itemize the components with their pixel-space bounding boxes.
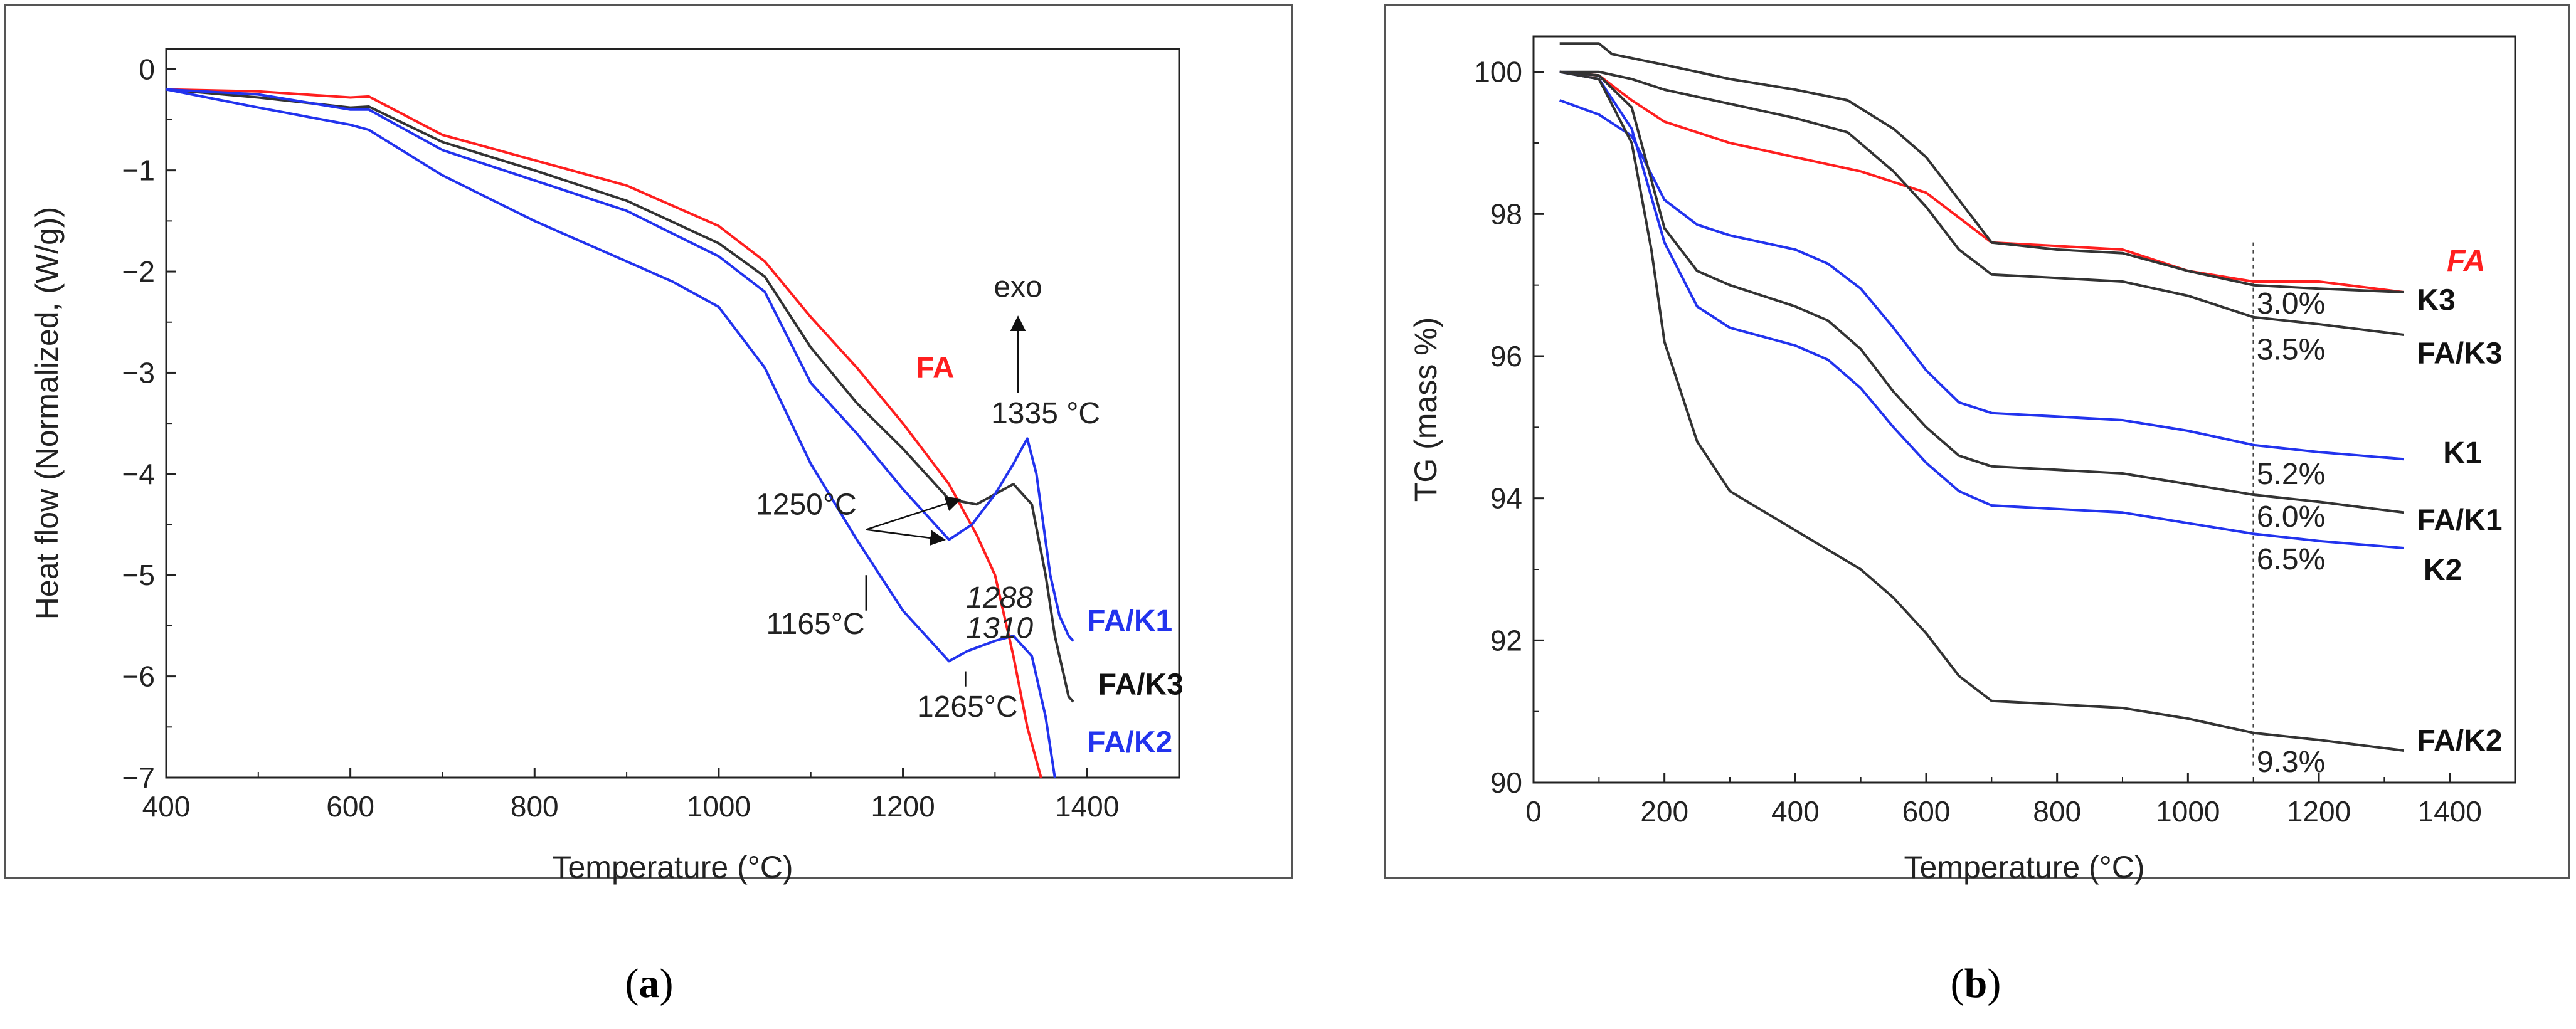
caption-letter: b (1964, 961, 1988, 1006)
series-label-k2-b: K2 (2424, 554, 2462, 587)
x-tick-label-a: 1200 (871, 790, 935, 823)
caption-paren-close: ) (660, 961, 674, 1006)
x-tick-label-b: 1000 (2156, 795, 2220, 828)
y-tick-label-b: 90 (1490, 766, 1522, 799)
series-label-fa-a: FA (916, 352, 954, 385)
y-tick-label-a: −4 (122, 458, 155, 490)
y-tick-label-a: −1 (122, 154, 155, 187)
x-axis-label-a: Temperature (°C) (553, 850, 793, 885)
y-tick-label-b: 94 (1490, 482, 1522, 515)
annotation-a: 1265°C (917, 690, 1018, 724)
series-label-fa-k3-b: FA/K3 (2417, 337, 2503, 370)
caption-paren-close: ) (1987, 961, 2001, 1006)
series-line-fa-b (1559, 70, 2404, 293)
annotation-arrow-a (866, 496, 962, 530)
x-tick-label-a: 400 (142, 790, 191, 823)
annotation-b: 6.5% (2257, 543, 2325, 576)
panel-caption-a: (a) (625, 961, 674, 1006)
x-axis-label-b: Temperature (°C) (1904, 850, 2145, 885)
y-tick-label-b: 96 (1490, 340, 1522, 372)
series-label-fa-k2-b: FA/K2 (2417, 724, 2503, 757)
y-tick-label-a: −7 (122, 761, 155, 794)
y-tick-label-b: 98 (1490, 198, 1522, 230)
y-tick-label-b: 100 (1474, 56, 1522, 88)
y-tick-label-a: −2 (122, 255, 155, 288)
annotation-b: 5.2% (2257, 458, 2325, 491)
annotation-a: 1288 (966, 581, 1033, 615)
series-line-fa-k2-b (1559, 70, 2404, 752)
series-label-fa-b: FA (2447, 245, 2485, 278)
x-tick-label-b: 1400 (2417, 795, 2481, 828)
y-tick-label-b: 92 (1490, 624, 1522, 657)
panel-a-frame (4, 4, 1293, 879)
y-tick-label-a: 0 (139, 53, 155, 85)
x-tick-label-a: 1000 (687, 790, 751, 823)
panel-b-frame (1384, 4, 2570, 879)
annotation-a: 1165°C (766, 608, 865, 641)
series-line-fa-k3-a (166, 88, 1074, 703)
x-tick-label-a: 1400 (1055, 790, 1119, 823)
annotation-b: 3.0% (2257, 287, 2325, 320)
x-tick-label-b: 1200 (2287, 795, 2351, 828)
y-tick-label-a: −3 (122, 356, 155, 389)
series-line-fa-k3-b (1559, 70, 2404, 336)
series-line-k3-b (1559, 42, 2404, 293)
caption-paren-open: ( (625, 961, 639, 1006)
annotation-a: exo (994, 270, 1042, 303)
panel-caption-b: (b) (1951, 961, 2001, 1006)
plot-area-b (1532, 35, 2516, 784)
x-tick-label-b: 200 (1640, 795, 1688, 828)
y-axis-label-a: Heat flow (Normalized, (W/g)) (29, 207, 65, 620)
series-label-fa-k2-a: FA/K2 (1087, 726, 1172, 759)
annotation-b: 3.5% (2257, 334, 2325, 367)
series-line-fa-a (166, 88, 1042, 778)
series-label-fa-k3-a: FA/K3 (1098, 668, 1184, 702)
y-tick-label-a: −5 (122, 559, 155, 591)
series-line-k1-b (1559, 99, 2404, 461)
caption-paren-open: ( (1951, 961, 1964, 1006)
annotation-a: 1335 °C (991, 397, 1100, 430)
x-tick-label-a: 800 (511, 790, 559, 823)
series-line-fa-k2-a (166, 88, 1056, 778)
series-line-k2-b (1559, 70, 2404, 549)
y-axis-label-b: TG (mass %) (1408, 317, 1443, 502)
chart-panel-a: 400 600 800 1000 1200 1400 0 −1 −2 −3 −4 −5 −6 −7 Temp… (4, 4, 1293, 1006)
chart-panel-b: 0 200 400 600 800 1000 1200 1400 90 92 94 96 98 100 Te… (1384, 4, 2570, 1006)
series-label-fa-k1-b: FA/K1 (2417, 504, 2503, 537)
x-tick-label-a: 600 (326, 790, 374, 823)
annotation-arrow-a (866, 529, 946, 546)
x-tick-label-b: 0 (1525, 795, 1542, 828)
annotation-b: 9.3% (2257, 746, 2325, 779)
plot-area-a (165, 48, 1180, 779)
annotation-a: 1310 (966, 611, 1033, 645)
caption-letter: a (639, 961, 660, 1006)
x-tick-label-b: 600 (1902, 795, 1951, 828)
series-label-k1-b: K1 (2443, 436, 2481, 470)
series-line-fa-k1-a (166, 88, 1074, 642)
x-tick-label-b: 400 (1771, 795, 1820, 828)
series-line-fa-k1-b (1559, 70, 2404, 514)
annotation-a: 1250°C (756, 488, 857, 521)
x-tick-label-b: 800 (2033, 795, 2081, 828)
series-label-k3-b: K3 (2417, 283, 2456, 317)
annotation-b: 6.0% (2257, 500, 2325, 534)
y-tick-label-a: −6 (122, 660, 155, 693)
series-label-fa-k1-a: FA/K1 (1087, 604, 1172, 638)
